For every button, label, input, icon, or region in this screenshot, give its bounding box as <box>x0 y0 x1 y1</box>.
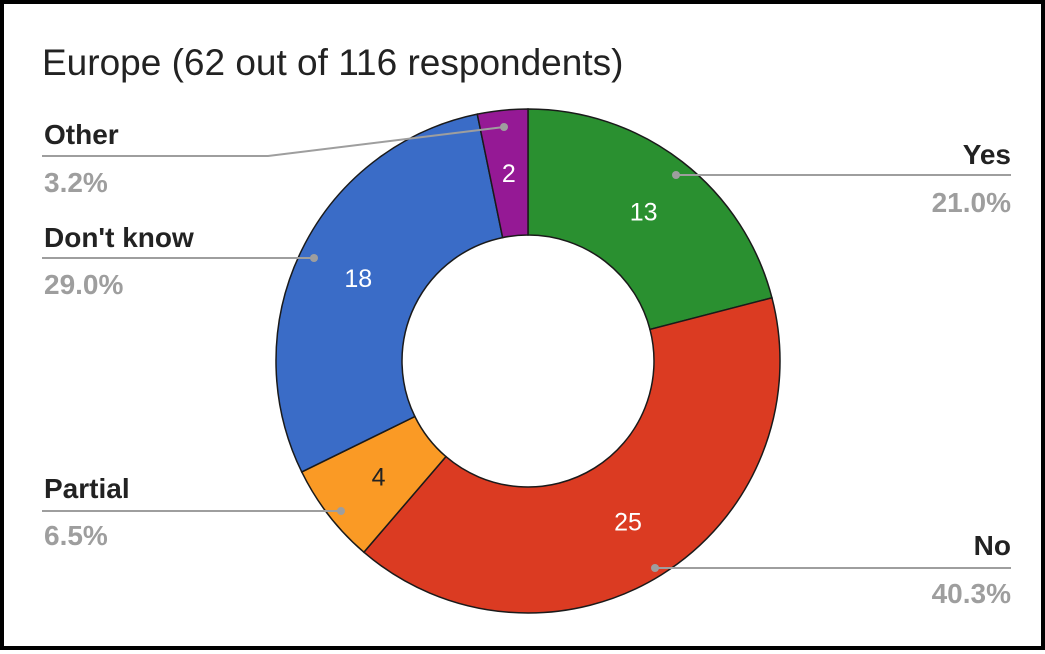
callout-dot-yes <box>672 171 680 179</box>
callout-dot-other <box>500 123 508 131</box>
slice-value-yes: 13 <box>630 199 658 227</box>
donut-chart: 13 Yes 21.0% 25 No 40.3% 4 Partial 6.5% 18 Don't k… <box>42 108 1011 614</box>
chart-title: Europe (62 out of 116 respondents) <box>42 42 624 83</box>
callout-percent-other: 3.2% <box>44 167 108 198</box>
callout-label-don-t-know: Don't know <box>44 222 194 253</box>
slice-value-don-t-know: 18 <box>344 265 372 293</box>
callout-dot-don-t-know <box>310 254 318 262</box>
slice-value-partial: 4 <box>372 464 386 492</box>
slice-value-other: 2 <box>502 160 516 188</box>
slice-value-no: 25 <box>614 508 642 536</box>
callout-dot-partial <box>337 507 345 515</box>
callout-label-partial: Partial <box>44 473 130 504</box>
callout-percent-yes: 21.0% <box>932 187 1011 218</box>
slice-other <box>476 108 529 239</box>
slice-don-t-know <box>275 113 504 473</box>
slice-no <box>362 296 781 614</box>
callout-line-other <box>42 126 505 157</box>
callout-percent-partial: 6.5% <box>44 520 108 551</box>
callout-label-no: No <box>974 530 1011 561</box>
callout-percent-no: 40.3% <box>932 578 1011 609</box>
callout-label-other: Other <box>44 119 119 150</box>
callout-dot-no <box>651 564 659 572</box>
slice-yes <box>527 108 773 331</box>
callout-label-yes: Yes <box>963 139 1011 170</box>
callout-percent-don-t-know: 29.0% <box>44 269 123 300</box>
